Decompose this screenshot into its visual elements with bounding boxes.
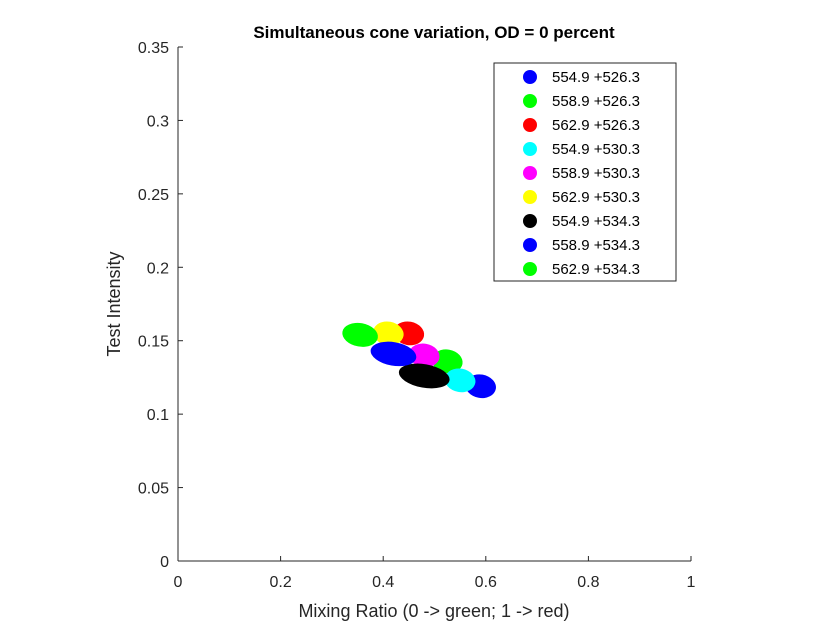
y-tick-label: 0.2 [147,260,169,277]
y-tick-label: 0.35 [138,40,169,57]
legend-marker [523,142,537,156]
y-tick-label: 0 [160,554,169,571]
y-tick-label: 0.3 [147,113,169,130]
chart-title: Simultaneous cone variation, OD = 0 perc… [253,23,615,42]
data-ellipse-series-8 [370,341,417,367]
legend-items: 554.9 +526.3 558.9 +526.3 562.9 +526.3 554.… [523,69,640,278]
legend-marker [523,190,537,204]
data-marks [342,321,496,399]
x-axis-ticks: 0 0.2 0.4 0.6 0.8 1 [174,556,696,591]
x-tick-label: 0 [174,574,183,591]
data-ellipse-series-6 [373,321,404,346]
y-axis-ticks: 0 0.05 0.1 0.15 0.2 0.25 0.3 0.35 [138,40,183,571]
legend-entry-label: 558.9 +534.3 [552,237,640,254]
data-ellipse-series-7 [398,363,450,389]
legend-marker [523,70,537,84]
x-tick-label: 0.2 [269,574,291,591]
legend-entry-label: 554.9 +534.3 [552,213,640,230]
legend-marker [523,94,537,108]
x-tick-label: 0.8 [577,574,599,591]
legend-marker [523,238,537,252]
x-tick-label: 0.6 [475,574,497,591]
x-tick-label: 1 [687,574,696,591]
y-tick-label: 0.25 [138,187,169,204]
legend-entry-label: 558.9 +526.3 [552,93,640,110]
legend: 554.9 +526.3 558.9 +526.3 562.9 +526.3 554.… [493,62,677,282]
x-axis-label: Mixing Ratio (0 -> green; 1 -> red) [298,601,569,621]
legend-marker [523,166,537,180]
plot-area: 0 0.2 0.4 0.6 0.8 1 0 0.05 0.1 0.15 0.2 0.25 0.3 0.3… [138,40,696,591]
data-ellipse-series-2 [432,349,463,374]
legend-entry-label: 558.9 +530.3 [552,165,640,182]
legend-marker [523,118,537,132]
y-axis-label: Test Intensity [104,251,124,356]
data-ellipse-series-5 [408,343,440,368]
data-ellipse-series-9 [342,322,378,347]
y-tick-label: 0.15 [138,334,169,351]
legend-entry-label: 562.9 +530.3 [552,189,640,206]
legend-marker [523,262,537,276]
data-ellipse-series-4 [444,368,476,393]
legend-entry-label: 562.9 +526.3 [552,117,640,134]
legend-entry-label: 554.9 +526.3 [552,69,640,86]
y-tick-label: 0.1 [147,407,169,424]
legend-entry-label: 562.9 +534.3 [552,261,640,278]
legend-entry-label: 554.9 +530.3 [552,141,640,158]
x-tick-label: 0.4 [372,574,394,591]
legend-marker [523,214,537,228]
y-tick-label: 0.05 [138,481,169,498]
